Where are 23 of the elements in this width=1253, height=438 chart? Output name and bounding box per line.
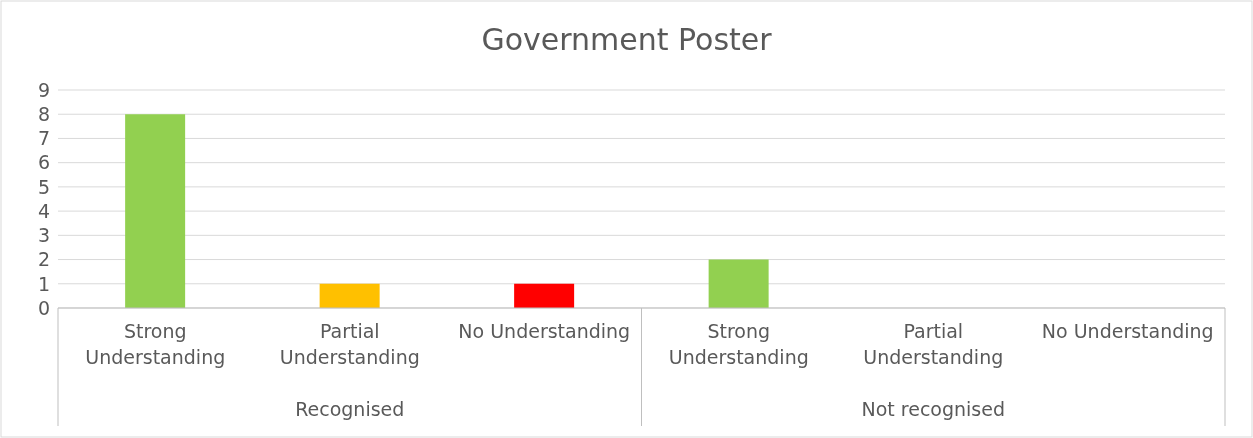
x-tick-label: Strong Understanding [85, 320, 226, 368]
chart-title: Government Poster [480, 22, 773, 57]
bar [319, 283, 380, 308]
y-tick-label: 7 [37, 127, 50, 150]
bar [125, 114, 186, 308]
x-tick-label: Partial Understanding [863, 320, 1004, 368]
y-tick-label: 3 [37, 224, 50, 247]
x-tick-label: Partial Understanding [279, 320, 420, 368]
bar [514, 283, 575, 308]
y-tick-label: 2 [37, 248, 50, 271]
y-tick-label: 6 [37, 151, 50, 174]
x-tick-label: No Understanding [1041, 320, 1214, 342]
text: Recognised [295, 398, 405, 420]
x-tick-label: No Understanding [458, 320, 631, 342]
y-tick-label: 5 [37, 175, 50, 198]
y-tick-label: 0 [37, 296, 50, 319]
y-tick-label: 4 [37, 199, 50, 222]
text: Not recognised [861, 398, 1006, 420]
y-tick-label: 1 [37, 272, 50, 295]
bar [708, 259, 769, 308]
x-tick-label: Strong Understanding [668, 320, 809, 368]
y-tick-label: 8 [37, 102, 50, 125]
y-tick-label: 9 [37, 78, 50, 101]
